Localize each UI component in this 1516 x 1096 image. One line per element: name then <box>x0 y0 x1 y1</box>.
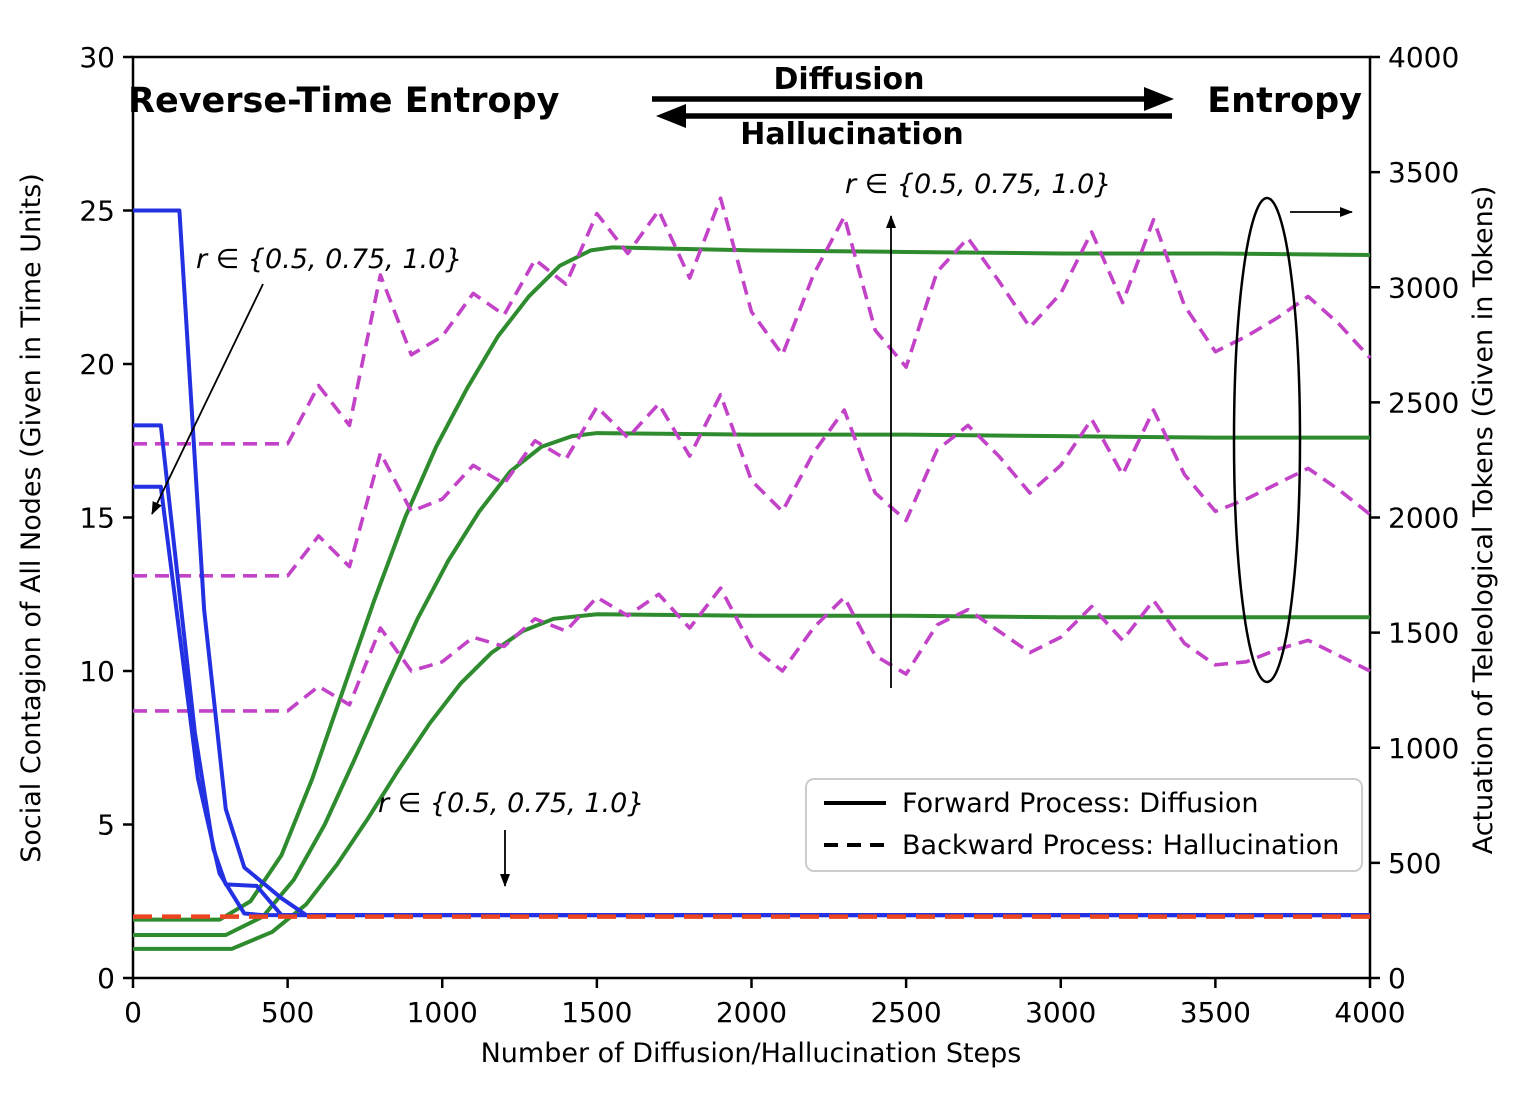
x-tick-label: 1000 <box>407 996 478 1029</box>
left-y-axis-label: Social Contagion of All Nodes (Given in … <box>16 173 47 863</box>
series-forward-contagion-r1.0 <box>133 208 1370 918</box>
left-y-tick-label: 15 <box>79 502 115 535</box>
right-y-tick-label: 3500 <box>1388 156 1459 189</box>
left-y-tick-label: 5 <box>97 809 115 842</box>
right-y-tick-label: 2500 <box>1388 386 1459 419</box>
label-hallucination: Hallucination <box>740 117 964 152</box>
right-y-tick-label: 500 <box>1388 847 1441 880</box>
series-backward-tokens-r1.0 <box>133 196 1372 446</box>
legend: Forward Process: Diffusion Backward Proc… <box>805 778 1363 872</box>
x-tick-label: 500 <box>261 996 314 1029</box>
data-series <box>133 196 1372 951</box>
x-tick-label: 3000 <box>1025 996 1096 1029</box>
legend-label-forward: Forward Process: Diffusion <box>902 788 1258 819</box>
series-backward-tokens-r0.5 <box>133 586 1371 713</box>
hallucination-arrow-icon <box>656 104 1172 128</box>
right-y-tick-label: 1000 <box>1388 732 1459 765</box>
title-reverse-time-entropy: Reverse-Time Entropy <box>128 81 560 121</box>
annotations: r ∈ {0.5, 0.75, 1.0} r ∈ {0.5, 0.75, 1.0}… <box>151 169 1111 887</box>
right-y-axis-label: Actuation of Teleological Tokens (Given … <box>1468 186 1499 855</box>
x-tick-label: 2500 <box>870 996 941 1029</box>
ellipse-marker <box>1232 196 1302 684</box>
x-axis-label: Number of Diffusion/Hallucination Steps <box>481 1038 1022 1069</box>
x-tick-label: 1500 <box>561 996 632 1029</box>
right-axis-indicator <box>1232 196 1353 684</box>
left-y-tick-label: 0 <box>97 962 115 995</box>
left-y-tick-label: 10 <box>79 655 115 688</box>
title-entropy: Entropy <box>1207 81 1362 121</box>
label-diffusion: Diffusion <box>774 62 925 97</box>
annotation-r-set-2: r ∈ {0.5, 0.75, 1.0} <box>378 788 644 819</box>
x-tick-label: 2000 <box>716 996 787 1029</box>
right-y-tick-label: 2000 <box>1388 502 1459 535</box>
annotation-r-set-0: r ∈ {0.5, 0.75, 1.0} <box>196 244 462 275</box>
left-y-tick-label: 30 <box>79 41 115 74</box>
series-forward-tokens-r0.75 <box>133 431 1370 938</box>
x-tick-label: 4000 <box>1334 996 1405 1029</box>
x-tick-label: 0 <box>124 996 142 1029</box>
x-tick-label: 3500 <box>1180 996 1251 1029</box>
diffusion-arrow-icon <box>652 87 1174 111</box>
annotation-r-set-1: r ∈ {0.5, 0.75, 1.0} <box>845 169 1111 200</box>
series-backward-tokens-r0.75 <box>133 392 1372 578</box>
legend-label-backward: Backward Process: Hallucination <box>902 830 1339 861</box>
right-y-tick-label: 1500 <box>1388 617 1459 650</box>
right-y-tick-label: 3000 <box>1388 271 1459 304</box>
axis-ticks: 0 500 1000 1500 2000 2500 3000 3500 400005101520… <box>79 41 1459 1029</box>
annotation-arrow-icon-0 <box>151 283 264 515</box>
legend-box <box>805 778 1363 872</box>
left-y-tick-label: 25 <box>79 195 115 228</box>
right-y-tick-label: 0 <box>1388 962 1406 995</box>
left-y-tick-label: 20 <box>79 348 115 381</box>
right-y-tick-label: 4000 <box>1388 41 1459 74</box>
series-forward-tokens-r1.0 <box>133 245 1371 922</box>
